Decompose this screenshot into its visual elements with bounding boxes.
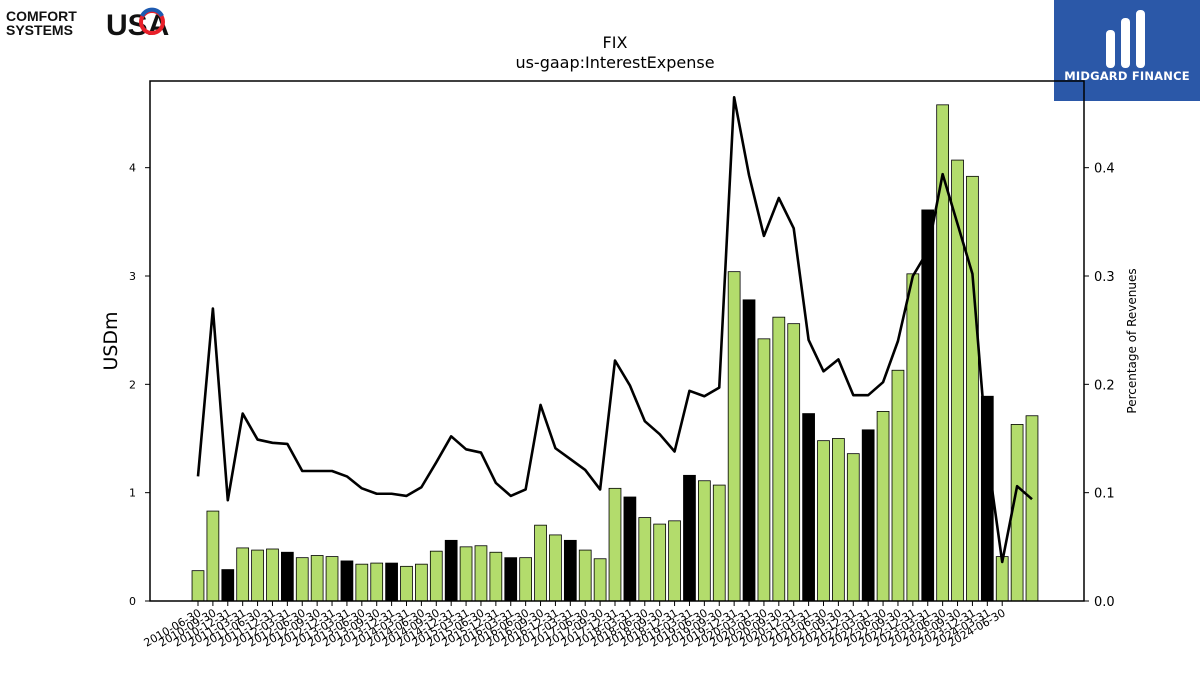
chart-subtitle: us-gaap:InterestExpense [515, 53, 714, 72]
bar-2016-06-30 [519, 557, 533, 602]
bar-2017-06-30 [578, 549, 592, 602]
y-tick-label: 3 [129, 270, 136, 283]
y2-tick-label: 0.4 [1094, 162, 1115, 177]
revenue-pct-line [196, 95, 1033, 564]
bar-extra-56 [1025, 415, 1039, 602]
y2-tick-label: 0.3 [1094, 270, 1115, 285]
comfort-systems-logo: COMFORT SYSTEMS USA [4, 4, 190, 42]
midgard-finance-label: MIDGARD FINANCE [1064, 69, 1190, 83]
bar-2015-03-31 [459, 546, 473, 602]
y2-tick-label: 0.2 [1094, 378, 1115, 393]
bar-2011-03-31 [236, 547, 250, 602]
logo-swirl-blue [140, 7, 164, 18]
chart-title: FIX [603, 33, 628, 52]
bar-2014-03-31 [400, 565, 413, 602]
bar-2019-12-31 [727, 271, 741, 602]
bar-2019-06-30 [698, 480, 711, 602]
bar-2024-03-31 [980, 395, 994, 602]
bar-2013-06-30 [355, 563, 369, 602]
bar-2022-06-30 [876, 411, 890, 602]
bar-2012-03-31 [280, 551, 294, 602]
midgard-m-icon [1106, 10, 1145, 68]
y-tick-label: 1 [129, 487, 136, 500]
bar-2012-12-31 [325, 556, 339, 602]
logo-word-comfort: COMFORT [6, 8, 77, 24]
bar-2022-03-31 [861, 429, 875, 602]
plot-area: 012340.00.10.20.30.42010-06-302010-09-30… [129, 80, 1115, 650]
bar-2013-12-31 [385, 562, 398, 602]
bar-2020-06-30 [757, 338, 771, 602]
y-tick-label: 4 [129, 162, 136, 175]
bar-2013-03-31 [340, 560, 354, 602]
bar-2012-09-30 [310, 555, 324, 602]
bar-2021-09-30 [832, 438, 845, 602]
bar-2014-12-31 [444, 539, 458, 602]
bar-2016-09-30 [534, 524, 547, 602]
logo-word-systems: SYSTEMS [6, 22, 73, 38]
bar-2015-12-31 [489, 551, 503, 602]
bar-2018-06-30 [638, 517, 652, 602]
y-tick-label: 2 [129, 378, 136, 391]
plot-frame [149, 80, 1085, 602]
bar-2017-03-31 [563, 539, 577, 602]
bar-2014-06-30 [415, 563, 428, 602]
bar-2014-09-30 [429, 550, 443, 602]
bar-2021-12-31 [846, 453, 860, 602]
bar-2012-06-30 [295, 557, 309, 602]
bar-2010-06-30 [191, 570, 205, 602]
y2-tick-label: 0.1 [1094, 487, 1115, 502]
y-axis-label: USDm [100, 311, 122, 370]
bar-2018-09-30 [653, 523, 667, 602]
midgard-finance-logo: MIDGARD FINANCE [1054, 0, 1200, 101]
bar-2015-06-30 [474, 545, 488, 602]
bar-2017-09-30 [593, 558, 607, 602]
bar-2018-12-31 [668, 520, 681, 602]
bar-2010-09-30 [206, 510, 220, 602]
bar-2020-09-30 [772, 316, 786, 602]
bar-2019-09-30 [712, 484, 726, 602]
bar-2010-12-31 [221, 569, 235, 602]
bar-2021-06-30 [817, 440, 830, 602]
bar-2011-12-31 [266, 548, 279, 602]
bar-2022-09-30 [891, 369, 905, 602]
bar-2019-03-31 [683, 474, 696, 602]
bar-2020-12-31 [787, 323, 801, 602]
y2-axis-label: Percentage of Revenues [1125, 268, 1139, 413]
bar-2013-09-30 [370, 562, 384, 602]
bar-2023-03-31 [921, 209, 935, 602]
bar-2020-03-31 [742, 299, 756, 602]
bar-2021-03-31 [802, 413, 815, 602]
bar-2016-03-31 [504, 557, 518, 602]
bar-2017-12-31 [608, 487, 622, 602]
bar-2023-12-31 [966, 175, 979, 602]
bar-2018-03-31 [623, 496, 637, 602]
bar-2016-12-31 [549, 534, 562, 602]
usa-mark: USA [106, 7, 169, 42]
y2-tick-label: 0.0 [1094, 595, 1115, 610]
y-tick-label: 0 [129, 595, 136, 608]
bar-2022-12-31 [906, 273, 920, 602]
bar-2011-06-30 [251, 549, 264, 602]
